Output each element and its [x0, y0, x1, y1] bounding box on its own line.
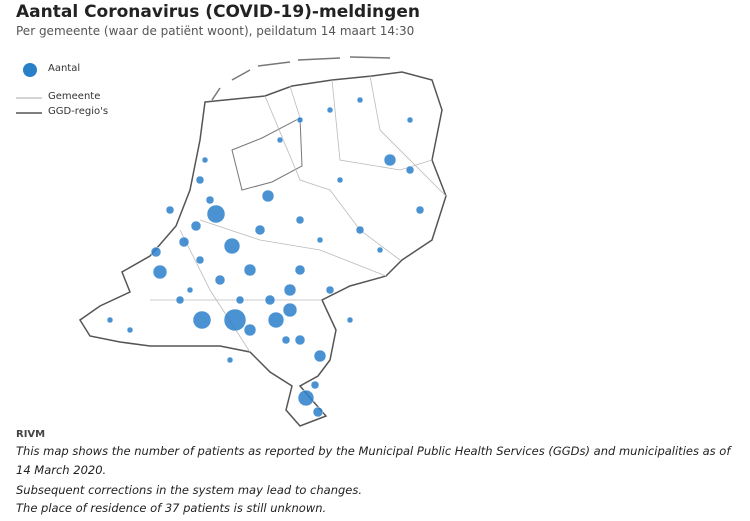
- bubble: [405, 165, 415, 175]
- legend-label: Aantal: [48, 63, 81, 74]
- note: Subsequent corrections in the system may…: [16, 483, 363, 497]
- bubble: [106, 316, 114, 324]
- bubble: [295, 215, 305, 225]
- bubble: [186, 286, 194, 294]
- bubble: [235, 295, 245, 305]
- bubble: [178, 236, 190, 248]
- bubble: [226, 356, 234, 364]
- legend-label: Gemeente: [48, 91, 101, 102]
- bubble: [346, 316, 354, 324]
- bubble: [205, 195, 215, 205]
- title: Aantal Coronavirus (COVID-19)-meldingen: [16, 2, 420, 22]
- bubble: [264, 294, 276, 306]
- bubble: [195, 175, 205, 185]
- bubble: [214, 274, 226, 286]
- bubble: [356, 96, 364, 104]
- bubble: [261, 189, 275, 203]
- bubble: [312, 406, 324, 418]
- bubble: [326, 106, 334, 114]
- bubble: [195, 255, 205, 265]
- bubble: [296, 116, 304, 124]
- bubble: [276, 136, 284, 144]
- ijsselmeer: [231, 117, 303, 191]
- bubble: [406, 116, 414, 124]
- bubble: [355, 225, 365, 235]
- bubble: [243, 263, 257, 277]
- bubble: [294, 264, 306, 276]
- bubble: [175, 295, 185, 305]
- bubble: [325, 285, 335, 295]
- bubble: [313, 349, 327, 363]
- bubble: [415, 205, 425, 215]
- bubble: [223, 237, 241, 255]
- bubble: [165, 205, 175, 215]
- bubble: [190, 220, 202, 232]
- bubble: [383, 153, 397, 167]
- note: This map shows the number of patients as…: [16, 444, 731, 477]
- country-outline: [78, 71, 447, 427]
- bubble: [243, 323, 257, 337]
- legend-bubble: [23, 63, 37, 77]
- bubble: [310, 380, 320, 390]
- source: RIVM: [16, 429, 46, 440]
- wadden-islands: [211, 56, 391, 101]
- bubble: [126, 326, 134, 334]
- bubble: [336, 176, 344, 184]
- bubble: [267, 311, 285, 329]
- bubble: [294, 334, 306, 346]
- bubble: [192, 310, 212, 330]
- legend-label: GGD-regio's: [48, 106, 109, 117]
- bubble: [150, 246, 162, 258]
- note: The place of residence of 37 patients is…: [16, 501, 327, 515]
- bubble: [282, 302, 298, 318]
- bubble: [152, 264, 168, 280]
- bubble: [281, 335, 291, 345]
- bubble: [376, 246, 384, 254]
- bubble: [297, 389, 315, 407]
- bubble: [283, 283, 297, 297]
- case-bubbles: [106, 96, 425, 418]
- subtitle: Per gemeente (waar de patiënt woont), pe…: [16, 24, 415, 38]
- bubble: [201, 156, 209, 164]
- municipality-borders: [150, 75, 447, 353]
- bubble: [223, 308, 247, 332]
- bubble: [254, 224, 266, 236]
- bubble: [316, 236, 324, 244]
- bubble: [206, 204, 226, 224]
